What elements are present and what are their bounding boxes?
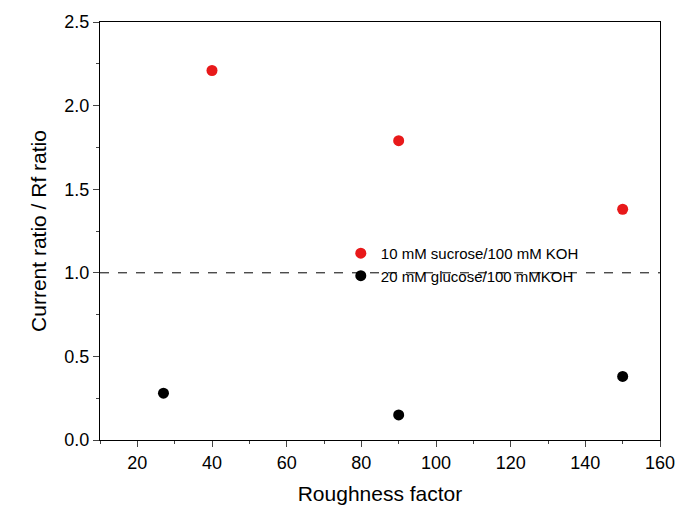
svg-text:2.5: 2.5 [64, 12, 89, 32]
svg-text:60: 60 [277, 453, 297, 473]
svg-text:160: 160 [645, 453, 675, 473]
svg-text:Current ratio / Rf ratio: Current ratio / Rf ratio [27, 130, 50, 332]
svg-text:20 mM glucose/100 mMKOH: 20 mM glucose/100 mMKOH [381, 268, 574, 285]
svg-text:100: 100 [421, 453, 451, 473]
svg-text:1.0: 1.0 [64, 263, 89, 283]
svg-text:0.0: 0.0 [64, 430, 89, 450]
svg-text:40: 40 [202, 453, 222, 473]
svg-text:1.5: 1.5 [64, 180, 89, 200]
svg-text:20: 20 [127, 453, 147, 473]
svg-text:0.5: 0.5 [64, 347, 89, 367]
svg-text:120: 120 [496, 453, 526, 473]
svg-text:2.0: 2.0 [64, 96, 89, 116]
svg-text:Roughness factor: Roughness factor [298, 482, 463, 505]
svg-text:10 mM sucrose/100 mM KOH: 10 mM sucrose/100 mM KOH [381, 245, 579, 262]
svg-text:80: 80 [351, 453, 371, 473]
svg-text:140: 140 [570, 453, 600, 473]
